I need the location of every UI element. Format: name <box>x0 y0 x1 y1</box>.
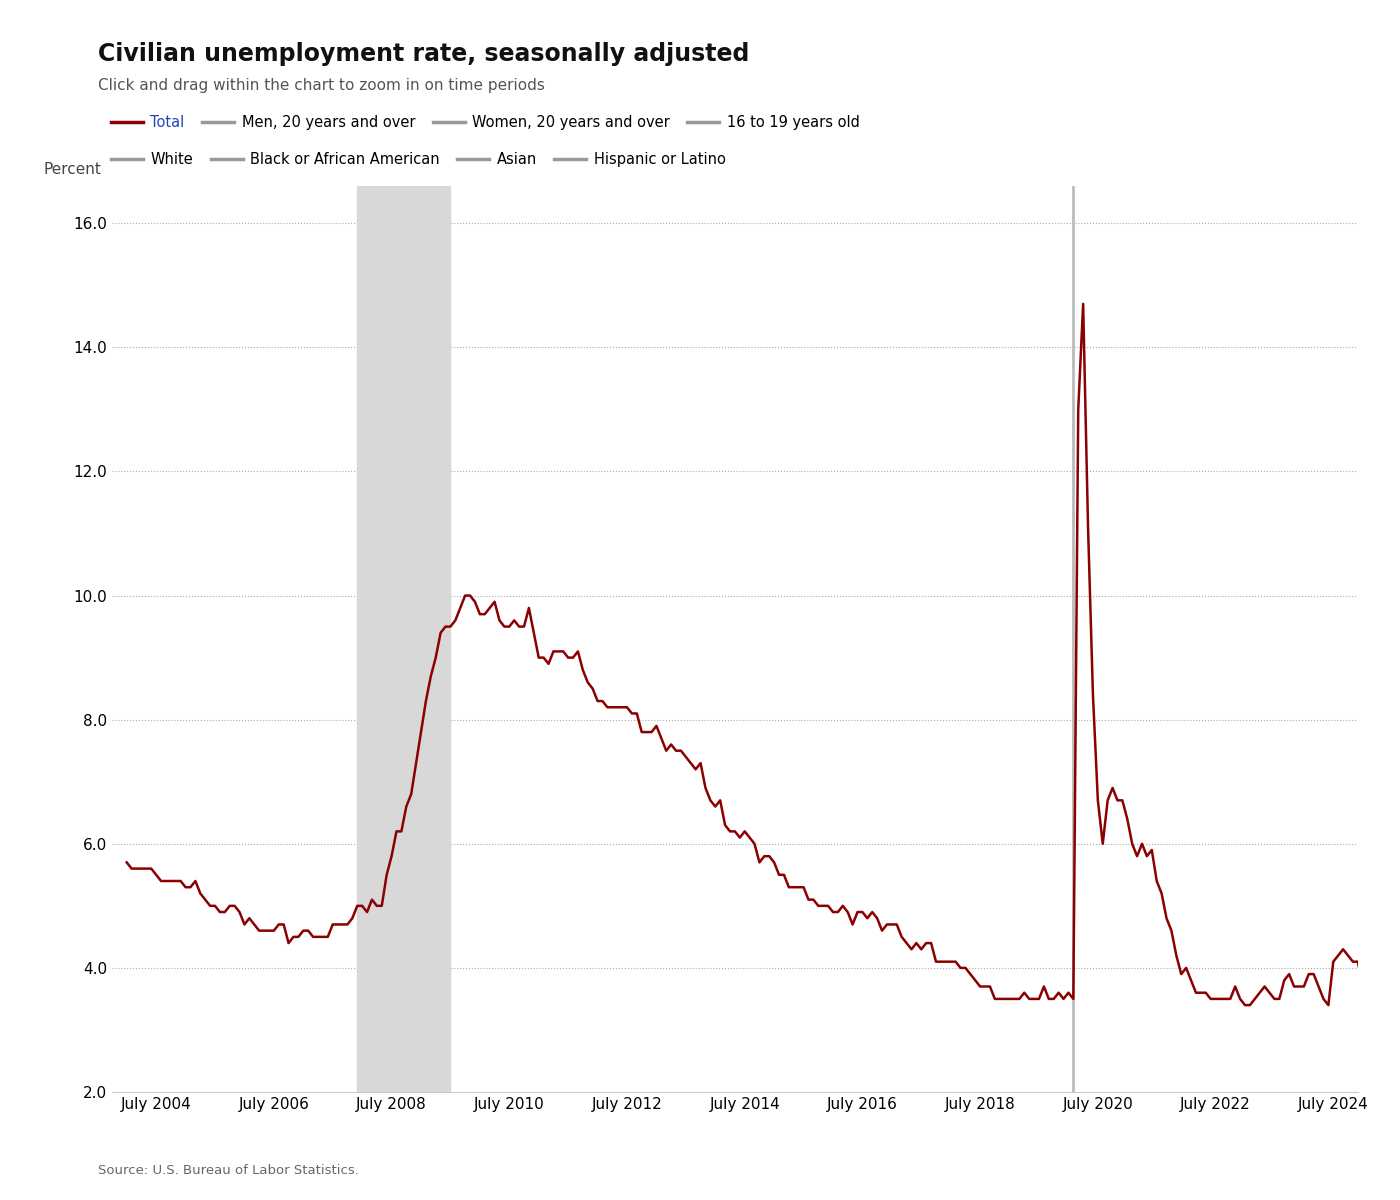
Bar <box>357 186 451 1092</box>
Text: Source: U.S. Bureau of Labor Statistics.: Source: U.S. Bureau of Labor Statistics. <box>98 1164 358 1176</box>
Text: Civilian unemployment rate, seasonally adjusted: Civilian unemployment rate, seasonally a… <box>98 42 749 66</box>
Legend: White, Black or African American, Asian, Hispanic or Latino: White, Black or African American, Asian,… <box>105 146 731 173</box>
Text: Click and drag within the chart to zoom in on time periods: Click and drag within the chart to zoom … <box>98 78 545 92</box>
Text: Percent: Percent <box>43 162 101 176</box>
